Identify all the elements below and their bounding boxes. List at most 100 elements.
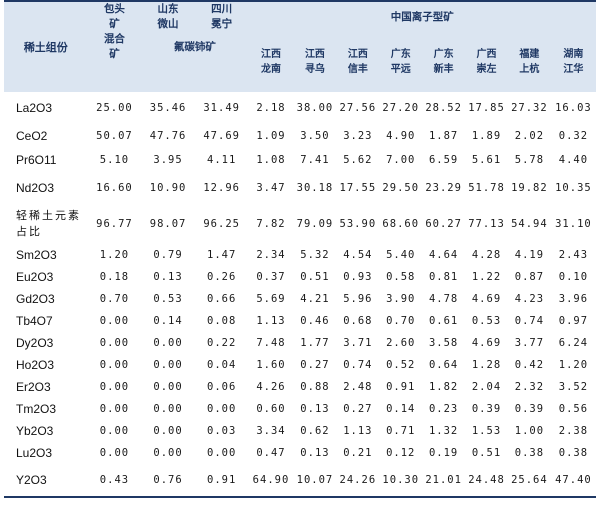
table-cell: 0.00 bbox=[88, 442, 142, 464]
cell-value: 0.37 bbox=[256, 270, 286, 283]
table-cell: 10.30 bbox=[379, 464, 423, 498]
cell-value: 0.62 bbox=[300, 424, 330, 437]
row-label: 轻稀土元素占比 bbox=[16, 209, 81, 238]
table-cell: 0.38 bbox=[551, 442, 596, 464]
cell-value: 0.03 bbox=[207, 424, 237, 437]
table-cell: 98.07 bbox=[141, 204, 195, 244]
cell-value: 21.01 bbox=[425, 473, 462, 486]
table-cell: 4.26 bbox=[248, 376, 293, 398]
table-cell: 27.56 bbox=[336, 92, 379, 124]
cell-value: 0.00 bbox=[153, 358, 183, 371]
col-header-shandong: 山东 微山 bbox=[141, 0, 195, 32]
cell-value: 4.40 bbox=[558, 153, 589, 166]
table-cell: 0.70 bbox=[88, 288, 142, 310]
cell-value: 0.66 bbox=[207, 292, 237, 305]
cell-value: 29.50 bbox=[382, 181, 420, 194]
table-cell: 7.00 bbox=[379, 148, 422, 172]
cell-value: 5.78 bbox=[514, 153, 545, 166]
cell-value: 2.34 bbox=[256, 248, 286, 261]
cell-value: 2.02 bbox=[514, 129, 545, 142]
table-cell: 5.69 bbox=[248, 288, 293, 310]
table-cell: 0.06 bbox=[195, 376, 249, 398]
table-cell: 1.32 bbox=[422, 420, 465, 442]
cell-value: 1.22 bbox=[471, 270, 502, 283]
table-cell: 12.96 bbox=[195, 172, 249, 204]
table-cell: 60.27 bbox=[422, 204, 465, 244]
cell-value: 0.51 bbox=[471, 446, 502, 459]
cell-value: 25.00 bbox=[96, 101, 133, 114]
col-header-sichuan-line1: 四川 bbox=[211, 3, 233, 15]
cell-value: 1.89 bbox=[471, 129, 502, 142]
cell-value: 0.64 bbox=[428, 358, 459, 371]
cell-value: 1.53 bbox=[471, 424, 502, 437]
table-cell: 30.18 bbox=[294, 172, 337, 204]
cell-value: 25.64 bbox=[511, 473, 548, 486]
table-cell: 3.77 bbox=[508, 332, 551, 354]
table-cell: 0.13 bbox=[141, 266, 195, 288]
cell-value: 0.42 bbox=[514, 358, 545, 371]
cell-value: 0.21 bbox=[343, 446, 373, 459]
cell-value: 23.29 bbox=[425, 181, 462, 194]
cell-value: 27.32 bbox=[511, 101, 548, 114]
cell-value: 7.00 bbox=[386, 153, 416, 166]
table-cell: 1.87 bbox=[422, 124, 465, 148]
cell-value: 0.70 bbox=[386, 314, 416, 327]
col-header-hn-jianghua-label: 湖南 江华 bbox=[563, 49, 584, 75]
col-header-jx-xinfeng: 江西 信丰 bbox=[336, 32, 380, 92]
table-cell: 1.82 bbox=[422, 376, 465, 398]
table-cell: 24.26 bbox=[336, 464, 380, 498]
table-cell: 0.22 bbox=[195, 332, 249, 354]
table-cell: 0.00 bbox=[141, 398, 195, 420]
cell-value: 16.03 bbox=[555, 101, 592, 114]
table-cell: 51.78 bbox=[465, 172, 508, 204]
cell-value: 0.87 bbox=[514, 270, 545, 283]
table-row: Lu2O3 0.00 0.00 0.00 0.47 0.13 0.21 0.12 0.19 0.5… bbox=[4, 442, 596, 464]
cell-value: 0.00 bbox=[99, 380, 130, 393]
col-header-jx-xinfeng-label: 江西 信丰 bbox=[347, 49, 368, 75]
cell-value: 64.90 bbox=[252, 473, 290, 486]
table-cell: 1.20 bbox=[88, 244, 142, 266]
table-cell: 3.52 bbox=[551, 376, 596, 398]
col-header-gx-chongzuo: 广西 崇左 bbox=[465, 32, 508, 92]
cell-value: 4.28 bbox=[471, 248, 502, 261]
table-cell: 4.54 bbox=[336, 244, 379, 266]
table-cell: 17.85 bbox=[465, 92, 508, 124]
cell-value: 1.09 bbox=[256, 129, 286, 142]
col-header-hn-jianghua: 湖南 江华 bbox=[550, 32, 596, 92]
table-cell: 29.50 bbox=[379, 172, 422, 204]
table-cell: 79.09 bbox=[294, 204, 337, 244]
table-cell: 0.00 bbox=[88, 332, 142, 354]
table-cell: 0.00 bbox=[195, 442, 249, 464]
cell-value: 1.82 bbox=[428, 380, 459, 393]
table-cell: 0.46 bbox=[294, 310, 337, 332]
cell-value: 0.26 bbox=[207, 270, 237, 283]
col-header-gd-pingyuan-label: 广东 平远 bbox=[390, 49, 411, 75]
cell-value: 35.46 bbox=[149, 101, 187, 114]
cell-value: 16.60 bbox=[96, 181, 133, 194]
cell-value: 7.41 bbox=[300, 153, 330, 166]
cell-value: 0.00 bbox=[153, 446, 183, 459]
table-row: Sm2O3 1.20 0.79 1.47 2.34 5.32 4.54 5.40 4.64 4.2… bbox=[4, 244, 596, 266]
table-cell: 0.74 bbox=[336, 354, 379, 376]
cell-value: 10.30 bbox=[382, 473, 420, 486]
cell-value: 1.60 bbox=[256, 358, 286, 371]
cell-value: 3.71 bbox=[343, 336, 373, 349]
table-cell: 0.12 bbox=[379, 442, 422, 464]
table-cell: 7.48 bbox=[248, 332, 293, 354]
cell-value: 0.79 bbox=[153, 248, 183, 261]
cell-value: 0.18 bbox=[99, 270, 130, 283]
cell-value: 0.08 bbox=[207, 314, 237, 327]
row-label: La2O3 bbox=[16, 100, 53, 115]
table-cell: 10.35 bbox=[551, 172, 596, 204]
cell-value: 10.35 bbox=[555, 181, 592, 194]
cell-value: 31.10 bbox=[555, 217, 592, 230]
cell-value: 1.13 bbox=[343, 424, 373, 437]
cell-value: 0.38 bbox=[514, 446, 545, 459]
table-cell: 3.50 bbox=[294, 124, 337, 148]
table-cell: 0.23 bbox=[422, 398, 465, 420]
table-cell: 4.90 bbox=[379, 124, 422, 148]
table-cell: 47.76 bbox=[141, 124, 195, 148]
table-cell: 21.01 bbox=[422, 464, 466, 498]
cell-value: 7.82 bbox=[256, 217, 286, 230]
row-label: Sm2O3 bbox=[16, 247, 57, 262]
